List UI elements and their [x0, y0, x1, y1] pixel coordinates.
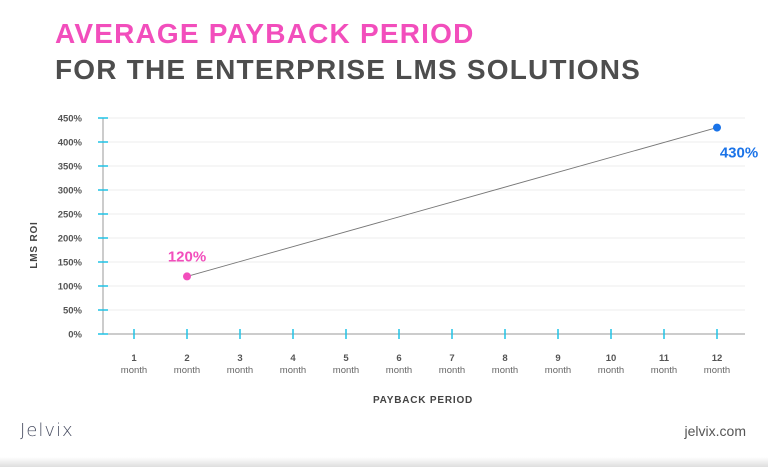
x-tick-unit: month: [439, 365, 465, 376]
x-tick-unit: month: [227, 365, 253, 376]
axes: [102, 118, 745, 335]
jelvix-logo: Jelvix: [20, 420, 74, 441]
data-label: 430%: [720, 145, 758, 162]
x-tick-number: 10: [606, 353, 617, 364]
y-tick-label: 100%: [58, 282, 83, 293]
x-tick-unit: month: [545, 365, 571, 376]
x-tick-unit: month: [598, 365, 624, 376]
bottom-shadow: [0, 457, 768, 467]
x-tick-unit: month: [174, 365, 200, 376]
y-tick-label: 400%: [58, 138, 83, 149]
x-tick-unit: month: [280, 365, 306, 376]
chart-title-line1: AVERAGE PAYBACK PERIOD: [55, 18, 475, 49]
y-tick-label: 150%: [58, 258, 83, 269]
x-tick-unit: month: [492, 365, 518, 376]
y-tick-label: 0%: [68, 330, 82, 341]
data-point: [713, 123, 721, 132]
x-tick-number: 8: [502, 353, 507, 364]
y-tick-label: 350%: [58, 162, 83, 173]
x-tick-number: 12: [712, 353, 723, 364]
site-url: jelvix.com: [684, 423, 746, 439]
x-tick-unit: month: [333, 365, 359, 376]
y-tick-label: 50%: [63, 306, 83, 317]
x-tick-unit: month: [651, 365, 677, 376]
x-tick-number: 6: [396, 353, 401, 364]
y-tick-label: 250%: [58, 210, 83, 221]
data-series: 120% 430%: [168, 123, 758, 281]
x-tick-number: 5: [343, 353, 349, 364]
y-axis-ticks: 0% 50% 100% 150% 200% 250% 300% 350% 400% 450%: [58, 114, 108, 341]
x-tick-number: 4: [290, 353, 296, 364]
chart-title-line2: FOR THE ENTERPRISE LMS SOLUTIONS: [55, 54, 641, 85]
x-tick-number: 7: [449, 353, 454, 364]
y-axis-label: LMS ROI: [29, 221, 40, 268]
gridlines: [103, 117, 745, 311]
y-tick-label: 450%: [58, 114, 83, 125]
x-tick-number: 1: [131, 353, 137, 364]
data-label: 120%: [168, 248, 206, 265]
x-axis-ticks: 1month2month3month4month5month6month7mon…: [121, 329, 730, 376]
x-tick-unit: month: [704, 365, 730, 376]
x-tick-number: 2: [184, 353, 189, 364]
data-point: [183, 272, 191, 281]
x-axis-label: PAYBACK PERIOD: [373, 395, 473, 406]
x-tick-unit: month: [121, 365, 147, 376]
x-tick-number: 9: [555, 353, 560, 364]
y-tick-label: 300%: [58, 186, 83, 197]
y-tick-label: 200%: [58, 234, 83, 245]
x-tick-number: 3: [237, 353, 242, 364]
x-tick-number: 11: [659, 353, 670, 364]
trend-line: [186, 127, 718, 277]
x-tick-unit: month: [386, 365, 412, 376]
